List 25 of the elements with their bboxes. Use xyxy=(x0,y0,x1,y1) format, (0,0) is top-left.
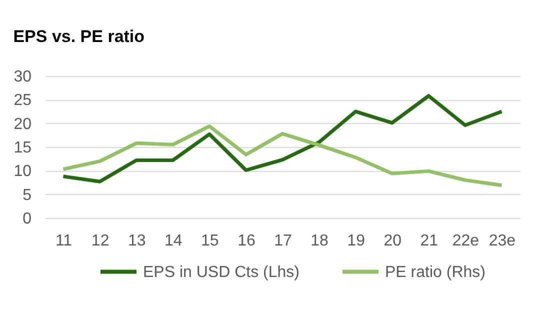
y-tick-label: 30 xyxy=(14,68,32,86)
x-tick-label: 15 xyxy=(201,232,219,250)
legend-label: EPS in USD Cts (Lhs) xyxy=(143,264,300,281)
y-tick-label: 20 xyxy=(14,116,32,133)
x-tick-label: 11 xyxy=(55,232,72,250)
y-tick-label: 25 xyxy=(14,92,32,110)
x-tick-label: 22e xyxy=(452,232,480,250)
line-series xyxy=(61,124,504,188)
y-tick-label: 10 xyxy=(14,163,32,180)
x-tick-label: 12 xyxy=(91,232,110,250)
x-tick-label: 17 xyxy=(274,232,292,250)
legend-label: PE ratio (Rhs) xyxy=(385,264,486,281)
chart-title: EPS vs. PE ratio xyxy=(13,27,145,46)
x-tick-label: 23e xyxy=(488,232,516,250)
x-tick-label: 16 xyxy=(238,232,256,250)
x-tick-label: 20 xyxy=(384,232,402,250)
line-series xyxy=(61,94,504,184)
x-tick-label: 14 xyxy=(164,232,182,250)
x-tick-label: 19 xyxy=(347,232,366,250)
y-tick-label: 0 xyxy=(22,210,32,228)
x-tick-label: 13 xyxy=(128,232,146,250)
x-tick-label: 21 xyxy=(420,232,438,250)
y-tick-label: 15 xyxy=(14,140,32,156)
y-tick-label: 5 xyxy=(22,186,32,204)
x-tick-label: 18 xyxy=(310,232,329,250)
